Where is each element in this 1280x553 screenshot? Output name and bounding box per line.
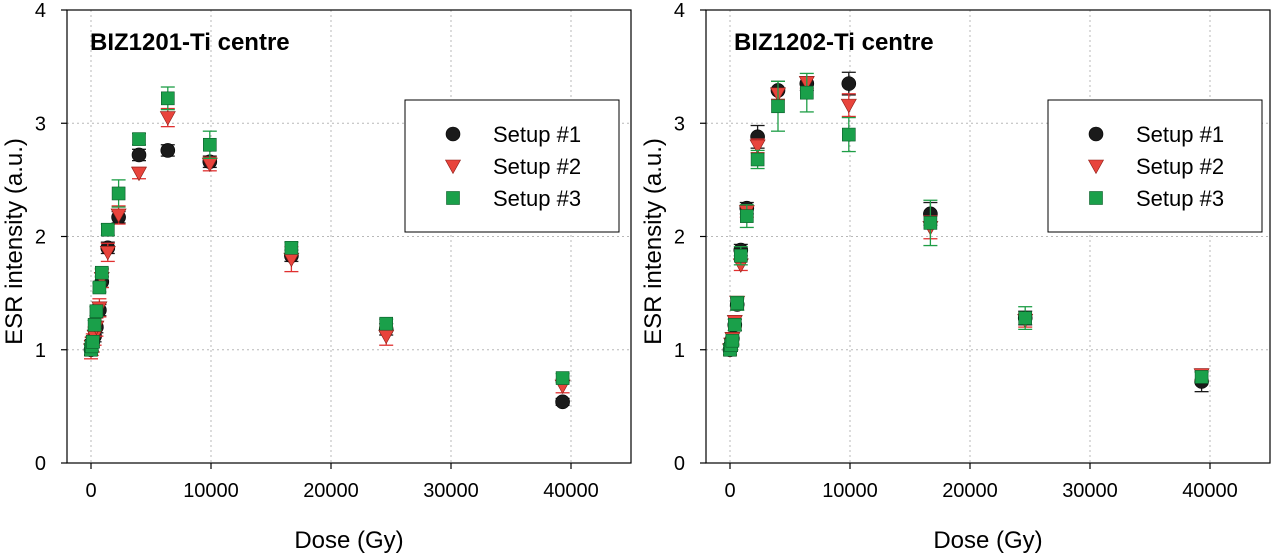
legend-marker [1087,159,1105,175]
x-tick-label: 0 [85,480,96,502]
data-point [727,318,742,332]
legend-label: Setup #3 [1136,186,1224,211]
data-point [92,280,107,295]
y-tick-label: 4 [35,0,46,22]
data-point [841,76,857,91]
legend: Setup #1 Setup #2 Setup #3 [404,99,620,233]
series-3 [723,72,1209,384]
data-point [841,127,856,142]
plot-frame [66,9,632,464]
x-tick-label: 30000 [1062,480,1118,502]
legend: Setup #1 Setup #2 Setup #3 [1047,99,1263,233]
data-point [160,143,176,158]
data-point [132,132,146,146]
y-tick-label: 1 [35,340,46,362]
series-3 [84,86,570,385]
x-tick-label: 30000 [423,480,479,502]
x-tick-label: 40000 [1182,480,1238,502]
legend-marker [445,126,461,142]
x-tick-label: 0 [724,480,735,502]
data-point [99,246,116,261]
y-axis-label: ESR intensity (a.u.) [640,138,667,345]
data-point [203,137,217,152]
x-axis-label: Dose (Gy) [933,527,1042,553]
data-point [799,85,814,100]
y-tick-label: 4 [674,0,685,22]
legend-marker [1089,191,1103,205]
data-point [131,147,147,163]
data-point [87,318,102,332]
x-axis-label: Dose (Gy) [294,527,403,553]
panel-title: BIZ1201-Ti centre [90,29,290,56]
x-tick-label: 10000 [822,480,878,502]
legend-label: Setup #2 [1136,154,1224,179]
legend-label: Setup #2 [493,154,581,179]
chart-panel-2: 0 10000 20000 30000 40000 0 1 2 3 4 Dose (Gy) ESR i… [640,0,1271,553]
data-point [750,152,765,167]
data-point [284,241,299,255]
x-tick-label: 10000 [183,480,239,502]
data-point [771,99,785,114]
data-point [89,304,104,319]
data-point [555,371,570,385]
data-point [555,394,570,410]
legend-label: Setup #3 [493,186,581,211]
legend-label: Setup #1 [493,122,581,147]
y-tick-label: 3 [35,113,46,135]
y-tick-label: 3 [674,113,685,135]
data-point [730,296,745,311]
y-tick-label: 2 [35,227,46,249]
data-point [840,98,857,114]
data-point [923,216,938,230]
data-point [161,91,175,106]
legend-box [1047,99,1263,233]
data-point [111,186,126,201]
data-point [379,316,394,331]
y-tick-label: 0 [35,453,46,475]
y-tick-label: 2 [674,227,685,249]
data-point [130,166,148,182]
data-point [378,329,395,345]
data-point [101,222,115,237]
chart-panel-1: 0 10000 20000 30000 40000 0 1 2 3 4 Dose (Gy) ESR i… [1,0,632,553]
data-point [110,208,127,224]
legend-marker [444,159,462,175]
legend-label: Setup #1 [1136,122,1224,147]
legend-marker [446,191,460,205]
y-axis-label: ESR intensity (a.u.) [1,138,28,345]
data-point [1194,370,1209,384]
data-point [1018,311,1033,325]
data-point [739,209,754,223]
legend-marker [1088,126,1104,142]
x-tick-label: 20000 [303,480,359,502]
panel-title: BIZ1202-Ti centre [734,29,934,56]
data-point [733,248,748,263]
data-point [86,335,100,349]
data-point [159,111,176,126]
legend-box [404,99,620,233]
data-point [749,139,766,155]
y-tick-label: 0 [674,453,685,475]
x-tick-label: 40000 [543,480,599,502]
data-point [95,265,109,280]
data-point [725,333,740,348]
x-tick-label: 20000 [942,480,998,502]
y-tick-label: 1 [674,340,685,362]
